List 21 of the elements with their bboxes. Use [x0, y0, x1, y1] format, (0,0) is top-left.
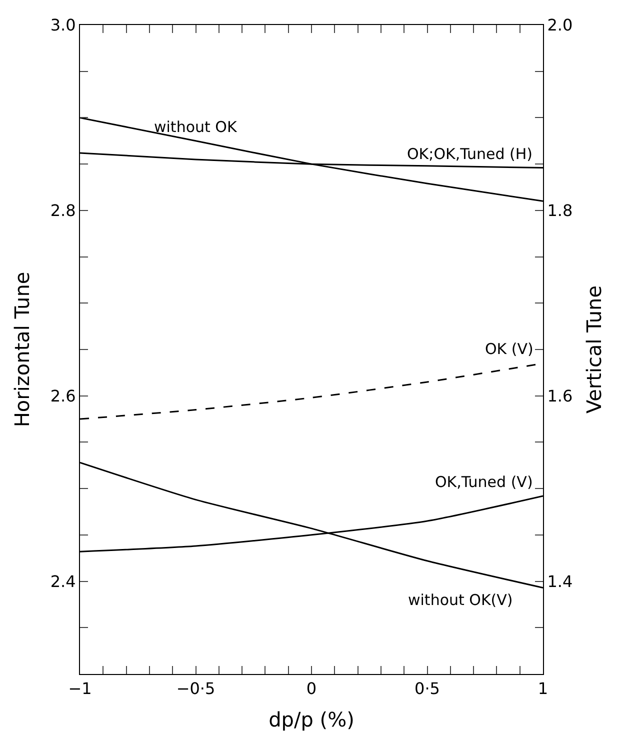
y2-tick-label: 2.0: [547, 16, 573, 35]
y2-tick-label: 1.6: [547, 386, 573, 406]
y2-tick-label: 1.4: [547, 572, 573, 591]
y2-axis-title: Vertical Tune: [582, 285, 606, 414]
x-tick-label: −0·5: [176, 679, 216, 698]
x-tick-label: 0·5: [414, 679, 440, 698]
y-tick-label: 2.6: [50, 386, 76, 406]
y2-tick-label: 1.8: [547, 201, 573, 220]
x-tick-label: 0: [306, 679, 317, 698]
x-axis-title: dp/p (%): [268, 708, 354, 732]
series-label: OK,Tuned (V): [435, 473, 533, 491]
series-label: OK (V): [485, 340, 534, 358]
y-tick-label: 2.4: [50, 572, 76, 591]
series-label: OK;OK,Tuned (H): [407, 145, 533, 163]
y-axis-title: Horizontal Tune: [10, 272, 34, 428]
y-tick-label: 2.8: [50, 201, 76, 220]
series-label: without OK(V): [408, 591, 513, 609]
series-label: without OK: [154, 118, 238, 136]
x-tick-label: −1: [68, 679, 92, 698]
x-tick-label: 1: [538, 679, 548, 698]
y-tick-label: 3.0: [50, 16, 76, 35]
